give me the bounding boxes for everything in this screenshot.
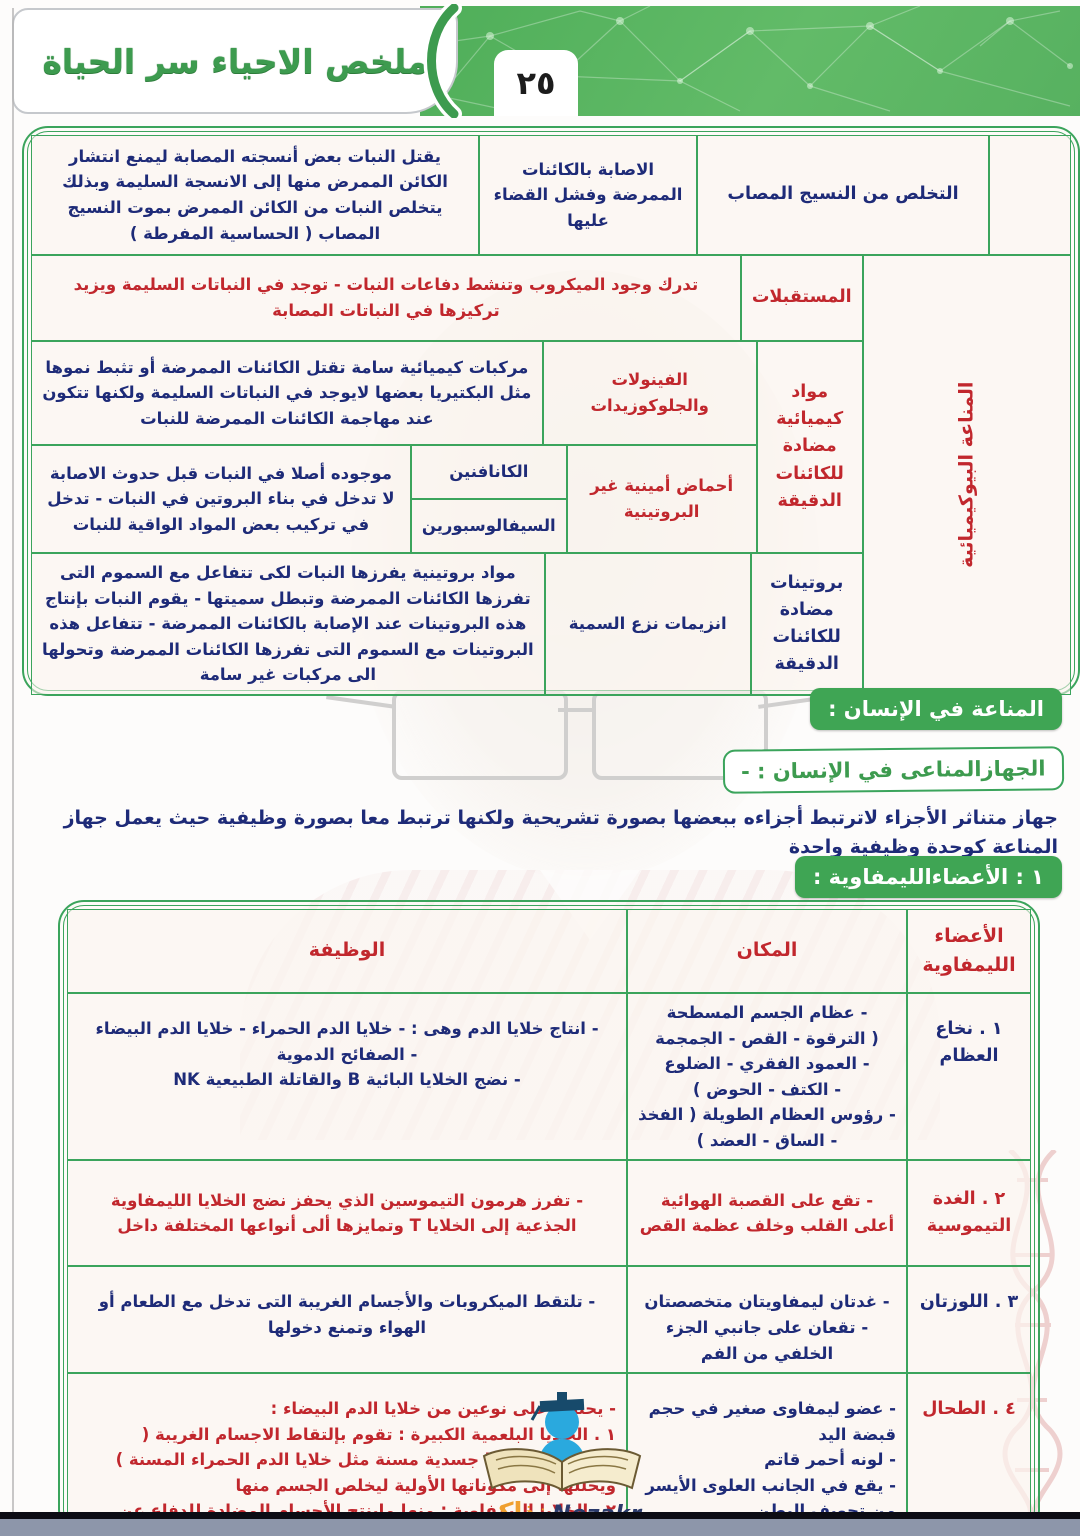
organ-cell: ١ . نخاع العظام [907, 993, 1031, 1161]
empty-cell [989, 135, 1071, 255]
subcategory-cell: الفينولات والجلوكوزيدات [542, 341, 757, 445]
table-row: المستقبلات تدرك وجود الميكروب وتنشط دفاع… [31, 255, 863, 341]
watermark-glasses [392, 690, 568, 780]
scan-bottom-edge [0, 1512, 1080, 1536]
table-row: التخلص من النسيج المصاب الاصابة بالكائنا… [31, 135, 1071, 255]
description-cell: مركبات كيميائية سامة تقتل الكائنات الممر… [31, 341, 543, 445]
location-cell: - عضو ليمفاوى صغير في حجم قبضة اليد - لو… [627, 1373, 907, 1536]
sub-item-cell: السيفالوسبورين [410, 499, 567, 553]
description-cell: موجوده أصلا في النبات قبل حدوث الاصابة ل… [31, 445, 411, 553]
table-header-row: الأعضاء الليمفاوية المكان الوظيفة [67, 909, 1031, 993]
table-row: بروتينات مضادة للكائنات الدقيقة انزيمات … [31, 553, 863, 695]
organ-cell: ٤ . الطحال [907, 1373, 1031, 1536]
description-cell: مواد بروتينية يفرزها النبات لكى تتفاعل م… [31, 553, 545, 695]
function-cell: - تفرز هرمون التيموسين الذي يحفز نضج الخ… [67, 1160, 627, 1267]
immune-system-description: جهاز متناثر الأجزاء لاترتبط أجزاءه ببعضه… [63, 807, 1058, 859]
sub-item-cell: الكانافنين [410, 445, 567, 499]
page-number: ٢٥ [516, 64, 556, 102]
subcategory-cell: انزيمات نزع السمية [544, 553, 751, 695]
page-number-tab: ٢٥ [494, 50, 578, 116]
column-header-organ: الأعضاء الليمفاوية [907, 909, 1031, 993]
category-cell: المستقبلات [740, 255, 863, 341]
table-row: ٣ . اللوزتان - غدتان ليمفاويتان متخصصتان… [67, 1266, 1031, 1374]
organ-cell: ٢ . الغدة التيموسية [907, 1160, 1031, 1267]
location-cell: - غدتان ليمفاويتان متخصصتان - تقعان على … [627, 1266, 907, 1374]
lymphatic-organs-table: الأعضاء الليمفاوية المكان الوظيفة ١ . نخ… [58, 900, 1040, 1536]
description-cell: يقتل النبات بعض أنسجته المصابة ليمنع انت… [31, 135, 479, 255]
category-cell: التخلص من النسيج المصاب [697, 135, 989, 255]
table-row: ١ . نخاع العظام - عظام الجسم المسطحة ( ا… [67, 993, 1031, 1161]
category-cell: مواد كيميائية مضادة للكائنات الدقيقة [756, 341, 863, 553]
table-side-title: المناعة البيوكيميائية [862, 255, 1071, 695]
table-row: ٢ . الغدة التيموسية - تقع على القصبة اله… [67, 1160, 1031, 1267]
column-header-function: الوظيفة [67, 909, 627, 993]
subcategory-cell: الاصابة بالكائنات الممرضة وفشل القضاء عل… [479, 135, 697, 255]
section-lymphatic-organs-heading: ١ : الأعضاءالليمفاوية : [794, 856, 1062, 898]
title-parenthesis-decoration [423, 4, 462, 118]
location-cell: - تقع على القصبة الهوائية أعلى القلب وخل… [627, 1160, 907, 1267]
column-header-location: المكان [627, 909, 907, 993]
table-row: الفينولات والجلوكوزيدات مركبات كيميائية … [31, 341, 757, 445]
brand-title: ملخص الاحياء سر الحياة [42, 41, 428, 81]
function-cell: - انتاج خلايا الدم وهى : - خلايا الدم ال… [67, 993, 627, 1161]
biochemical-immunity-table: التخلص من النسيج المصاب الاصابة بالكائنا… [22, 126, 1080, 696]
section-immune-system-heading: الجهازالمناعى في الإنسان : - [723, 746, 1065, 794]
table-row: أحماض أمينية غير البروتينية الكانافنين ا… [31, 445, 757, 553]
brand-title-box: ملخص الاحياء سر الحياة [12, 8, 458, 114]
description-cell: تدرك وجود الميكروب وتنشط دفاعات النبات -… [31, 255, 741, 341]
location-cell: - عظام الجسم المسطحة ( الترقوة - القص - … [627, 993, 907, 1161]
scan-edge-line [12, 8, 14, 1512]
category-cell: بروتينات مضادة للكائنات الدقيقة [750, 553, 863, 695]
organ-cell: ٣ . اللوزتان [907, 1266, 1031, 1374]
section-immunity-in-humans: المناعة في الإنسان : [810, 688, 1062, 730]
subcategory-cell: أحماض أمينية غير البروتينية [566, 445, 757, 553]
function-cell: - تلتقط الميكروبات والأجسام الغريبة التى… [67, 1266, 627, 1374]
